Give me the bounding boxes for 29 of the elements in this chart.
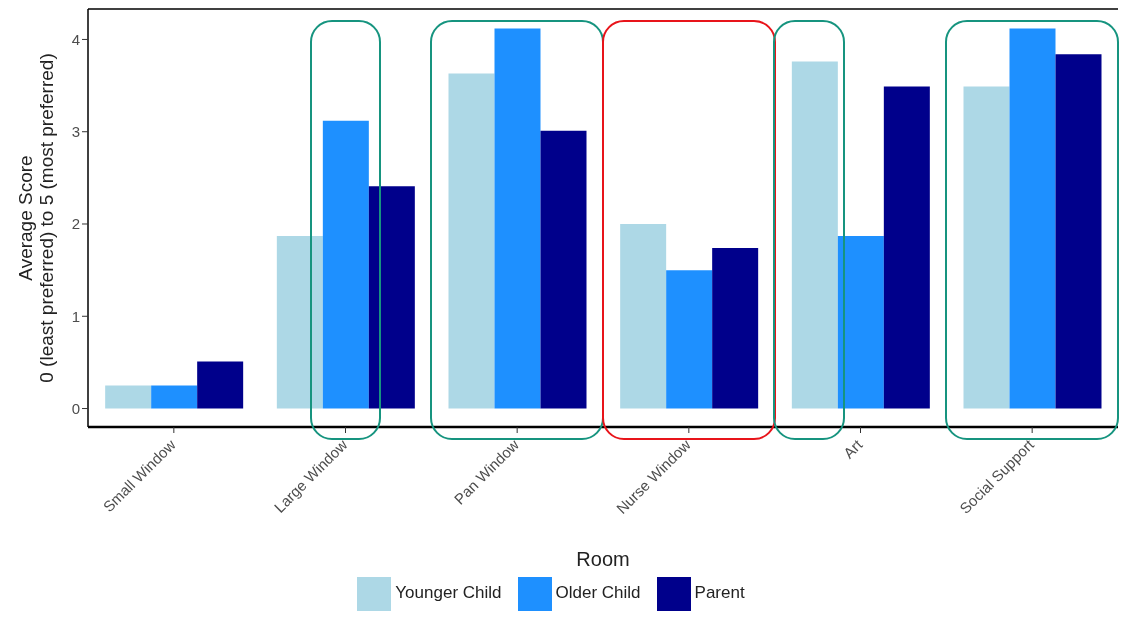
legend-label: Younger Child (395, 583, 502, 603)
bar (105, 385, 152, 409)
bar (151, 385, 198, 409)
bar (368, 186, 415, 409)
bar (276, 235, 323, 409)
bar (1009, 28, 1056, 409)
y-tick-label: 0 (71, 399, 80, 417)
bar (494, 28, 541, 409)
x-tick-label: Art (839, 435, 867, 462)
bar (1055, 54, 1102, 409)
y-axis-title: Average Score 0 (least preferred) to 5 (most preferred) (15, 51, 57, 385)
bar (197, 361, 244, 409)
bar (883, 86, 930, 409)
bar (666, 270, 713, 409)
y-tick-label: 2 (71, 215, 80, 233)
bar (322, 120, 369, 409)
y-tick-label: 1 (71, 307, 80, 325)
legend-label: Parent (694, 583, 745, 603)
bar (791, 61, 838, 409)
bar (620, 224, 667, 409)
bar (540, 130, 587, 409)
y-tick-label: 3 (71, 123, 80, 141)
bar (448, 73, 495, 409)
y-tick-label: 4 (71, 30, 80, 48)
bar (837, 235, 884, 409)
bar (963, 86, 1010, 409)
legend-label: Older Child (555, 583, 641, 603)
x-axis-title: Room (576, 548, 630, 571)
bar (712, 247, 759, 409)
